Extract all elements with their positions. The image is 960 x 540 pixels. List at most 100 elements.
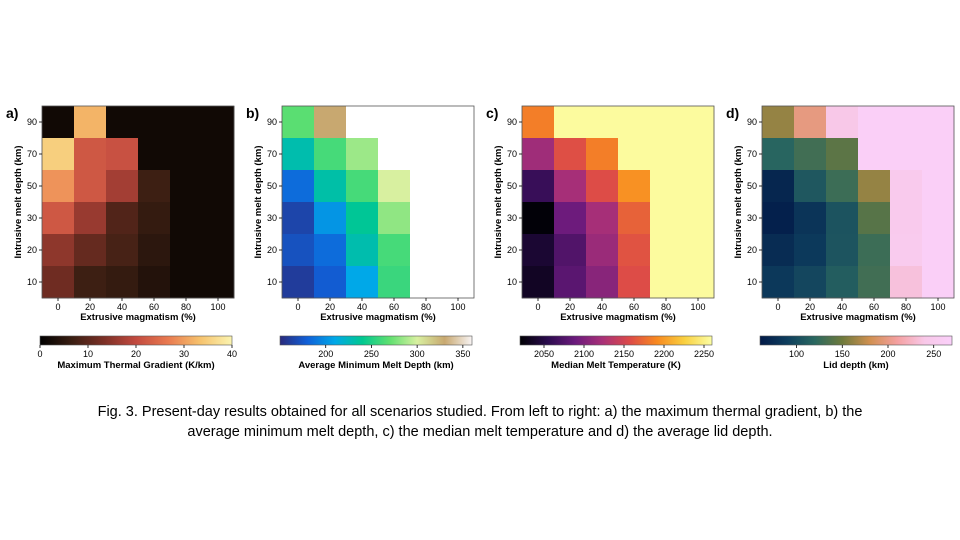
- heatmap-cell: [42, 106, 75, 139]
- heatmap-cell: [554, 106, 587, 139]
- heatmap-cell: [410, 138, 443, 171]
- x-tick-label: 80: [901, 302, 911, 312]
- y-tick-label: 30: [747, 213, 757, 223]
- colorbar-tick-label: 0: [37, 349, 42, 359]
- colorbar-tick-label: 2050: [534, 349, 554, 359]
- plot-frame: [41, 105, 235, 299]
- heatmap-cell: [650, 234, 683, 267]
- heatmap-cell: [74, 138, 107, 171]
- y-tick-label: 70: [27, 149, 37, 159]
- x-tick-label: 20: [565, 302, 575, 312]
- heatmap-cell: [314, 202, 347, 235]
- heatmap-cell: [74, 106, 107, 139]
- panel-letter: d): [726, 105, 739, 121]
- heatmap-cell: [202, 138, 235, 171]
- panel-letter: c): [486, 105, 498, 121]
- heatmap-svg: c) 0 20 40 60 80 100 10 20 30 50 70 90 Extrusive magm…: [486, 105, 715, 371]
- colorbar-label: Maximum Thermal Gradient (K/km): [57, 360, 214, 371]
- heatmap-cell: [42, 266, 75, 299]
- heatmap-cell: [346, 234, 379, 267]
- heatmap-cell: [378, 234, 411, 267]
- heatmap-cell: [794, 266, 827, 299]
- figure-caption: Fig. 3. Present-day results obtained for…: [97, 404, 863, 440]
- heatmap-cell: [170, 106, 203, 139]
- heatmap-cell: [378, 106, 411, 139]
- heatmap-cell: [346, 266, 379, 299]
- heatmap-cell: [890, 266, 923, 299]
- y-tick-label: 20: [267, 245, 277, 255]
- heatmap-cell: [858, 138, 891, 171]
- x-tick-label: 20: [325, 302, 335, 312]
- colorbar-tick-label: 100: [789, 349, 804, 359]
- heatmap-cell: [794, 106, 827, 139]
- heatmap-cell: [682, 170, 715, 203]
- heatmap-cell: [442, 170, 475, 203]
- heatmap-cell: [314, 138, 347, 171]
- heatmap-cell: [922, 170, 955, 203]
- x-tick-label: 80: [421, 302, 431, 312]
- y-axis-label: Intrusive melt depth (km): [13, 146, 24, 259]
- heatmap-cell: [586, 266, 619, 299]
- heatmap-cell: [522, 138, 555, 171]
- heatmap-cell: [650, 170, 683, 203]
- colorbar-tick-label: 350: [455, 349, 470, 359]
- colorbar-tick-label: 150: [835, 349, 850, 359]
- heatmap-panel-d: d) 0 20 40 60 80 100 10 20 30 50 70 90 Extrusive magm…: [720, 100, 960, 390]
- heatmap-cell: [442, 202, 475, 235]
- heatmap-cell: [522, 170, 555, 203]
- x-tick-label: 80: [181, 302, 191, 312]
- heatmap-cell: [618, 266, 651, 299]
- heatmap-cell: [554, 234, 587, 267]
- heatmap-cell: [554, 138, 587, 171]
- colorbar-tick-label: 250: [926, 349, 941, 359]
- y-tick-label: 90: [747, 117, 757, 127]
- heatmap-cell: [650, 106, 683, 139]
- colorbar-tick-label: 300: [410, 349, 425, 359]
- heatmap-cell: [410, 170, 443, 203]
- heatmap-cell: [74, 170, 107, 203]
- heatmap-cell: [922, 106, 955, 139]
- heatmap-cell: [346, 170, 379, 203]
- heatmap-cell: [378, 202, 411, 235]
- colorbar-tick-label: 2250: [694, 349, 714, 359]
- heatmap-cell: [858, 266, 891, 299]
- colorbar-tick-label: 250: [364, 349, 379, 359]
- heatmap-cell: [410, 202, 443, 235]
- heatmap-cell: [682, 266, 715, 299]
- y-tick-label: 90: [507, 117, 517, 127]
- heatmap-cell: [202, 170, 235, 203]
- heatmap-cell: [42, 170, 75, 203]
- heatmap-cell: [522, 202, 555, 235]
- x-tick-label: 100: [210, 302, 225, 312]
- heatmap-cell: [650, 202, 683, 235]
- heatmap-cell: [378, 170, 411, 203]
- heatmap-cell: [762, 106, 795, 139]
- colorbar-label: Median Melt Temperature (K): [551, 360, 681, 371]
- heatmap-cell: [442, 266, 475, 299]
- colorbar-tick-label: 10: [83, 349, 93, 359]
- y-tick-label: 10: [267, 277, 277, 287]
- y-tick-label: 10: [747, 277, 757, 287]
- heatmap-cell: [826, 234, 859, 267]
- colorbar-tick-label: 200: [318, 349, 333, 359]
- x-tick-label: 60: [629, 302, 639, 312]
- heatmap-cell: [282, 266, 315, 299]
- heatmap-cell: [762, 202, 795, 235]
- colorbar: [519, 335, 713, 346]
- heatmap-cell: [106, 266, 139, 299]
- heatmap-cell: [826, 106, 859, 139]
- y-tick-label: 20: [747, 245, 757, 255]
- y-tick-label: 30: [267, 213, 277, 223]
- y-tick-label: 20: [507, 245, 517, 255]
- heatmap-cell: [282, 202, 315, 235]
- x-tick-label: 40: [117, 302, 127, 312]
- heatmap-cell: [314, 106, 347, 139]
- heatmap-cell: [554, 266, 587, 299]
- panel-letter: b): [246, 105, 259, 121]
- y-tick-label: 20: [27, 245, 37, 255]
- colorbar: [39, 335, 233, 346]
- heatmap-cell: [794, 138, 827, 171]
- y-tick-label: 50: [747, 181, 757, 191]
- colorbar-label: Lid depth (km): [823, 360, 888, 371]
